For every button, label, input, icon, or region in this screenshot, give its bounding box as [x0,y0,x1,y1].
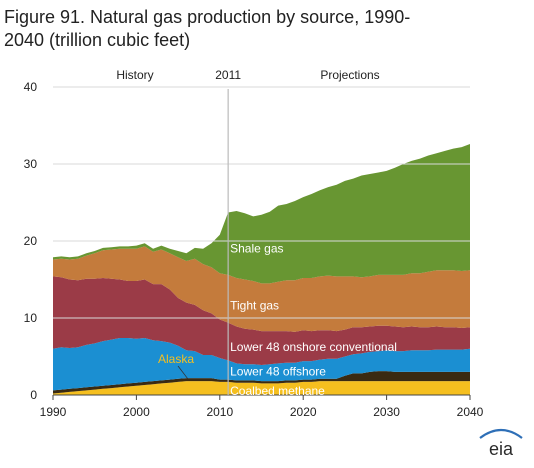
history-label: History [116,68,153,82]
divider-year-label: 2011 [215,68,241,82]
projection-divider: History 2011 Projections [116,68,380,395]
x-tick-label: 2000 [123,405,150,419]
x-tick-label: 2030 [373,405,400,419]
area-layers [53,144,470,395]
series-labels: Shale gas Tight gas Lower 48 onshore conve… [158,242,397,398]
label-lower-48-onshore-conventional: Lower 48 onshore conventional [230,340,397,354]
x-tick-label: 2020 [290,405,317,419]
y-tick-label: 10 [24,311,38,325]
label-alaska: Alaska [158,352,194,366]
y-tick-label: 0 [30,388,37,402]
y-tick-label: 40 [24,80,38,94]
eia-logo: eia [479,428,523,459]
area-tight-gas [53,246,470,332]
alaska-leader-line [177,365,189,380]
y-tick-label: 20 [24,234,38,248]
area-alaska [53,371,470,394]
y-tick-label: 30 [24,157,38,171]
chart-title: Figure 91. Natural gas production by sou… [4,7,411,50]
x-tick-label: 2010 [206,405,233,419]
area-coalbed-methane [53,381,470,395]
area-shale-gas [53,144,470,284]
label-shale-gas: Shale gas [230,242,283,256]
area-lower-48-onshore-conventional [53,276,470,365]
x-tick-label: 1990 [40,405,67,419]
label-coalbed-methane: Coalbed methane [230,384,325,398]
logo-swoosh [479,428,523,439]
area-lower-48-offshore [53,338,470,391]
logo-text: eia [489,439,514,459]
label-tight-gas: Tight gas [230,298,279,312]
x-tick-label: 2040 [457,405,484,419]
label-lower-48-offshore: Lower 48 offshore [230,364,326,378]
grid-lines [53,86,470,319]
projections-label: Projections [320,68,379,82]
